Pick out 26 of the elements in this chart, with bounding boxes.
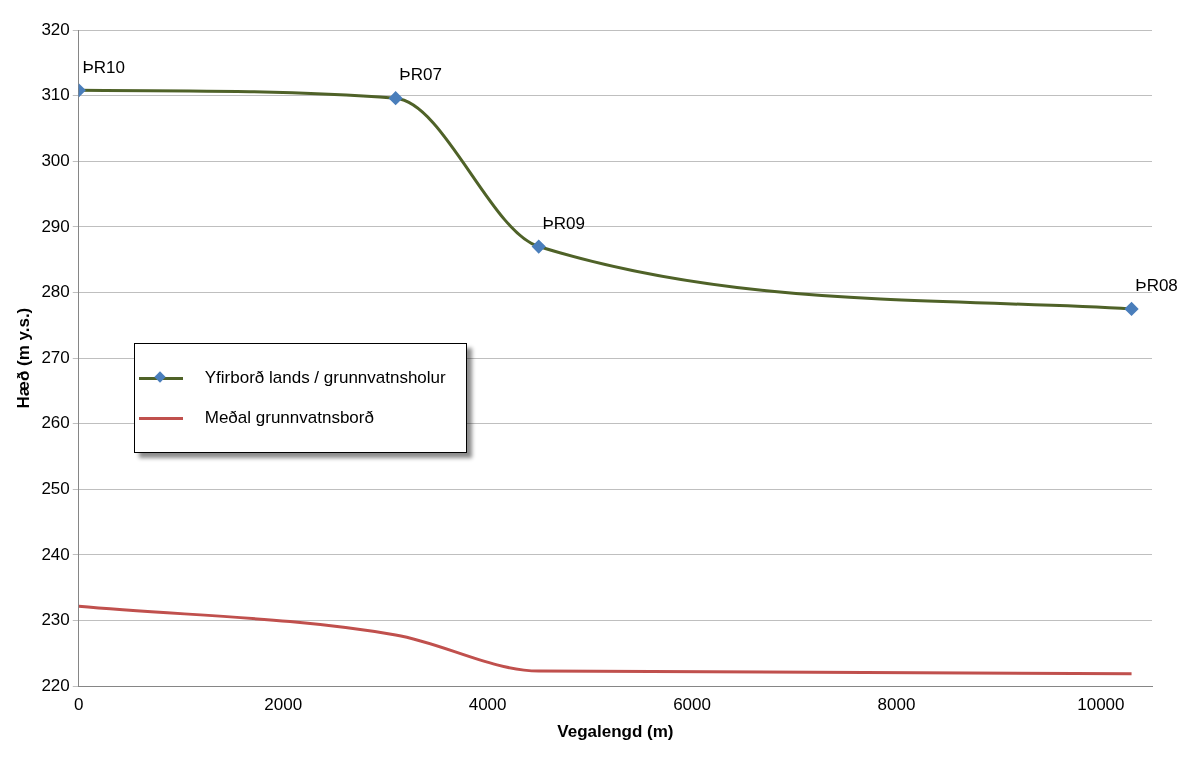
annotation: ÞR10	[82, 57, 126, 77]
y-axis-title: Hæð (m y.s.)	[13, 307, 33, 409]
y-tick-label: 230	[41, 610, 70, 630]
y-tick-label: 320	[41, 19, 70, 39]
y-tick-label: 310	[41, 85, 70, 105]
x-axis-title: Vegalengd (m)	[557, 722, 674, 742]
x-tick-label: 2000	[264, 695, 303, 715]
annotation: ÞR08	[1135, 276, 1178, 296]
y-tick-label: 240	[41, 544, 70, 564]
x-tick-label: 8000	[877, 695, 916, 715]
y-tick-label: 270	[41, 347, 70, 367]
annotation: ÞR09	[542, 213, 585, 233]
x-tick-label: 4000	[468, 695, 507, 715]
y-tick-label: 280	[41, 282, 70, 302]
x-tick-label: 10000	[1077, 695, 1125, 715]
legend-label: Yfirborð lands / grunnvatnsholur	[204, 367, 446, 390]
y-tick-label: 290	[41, 216, 70, 236]
x-tick-label: 6000	[673, 695, 711, 715]
y-tick-label: 250	[41, 479, 70, 499]
y-tick-label: 300	[41, 150, 70, 170]
legend-label: Meðal grunnvatnsborð	[204, 407, 375, 430]
line-series	[78, 604, 1134, 676]
x-tick-label: 0	[74, 695, 84, 715]
y-tick-label: 220	[41, 675, 70, 695]
y-tick-label: 260	[41, 413, 70, 433]
annotation: ÞR07	[399, 65, 442, 85]
